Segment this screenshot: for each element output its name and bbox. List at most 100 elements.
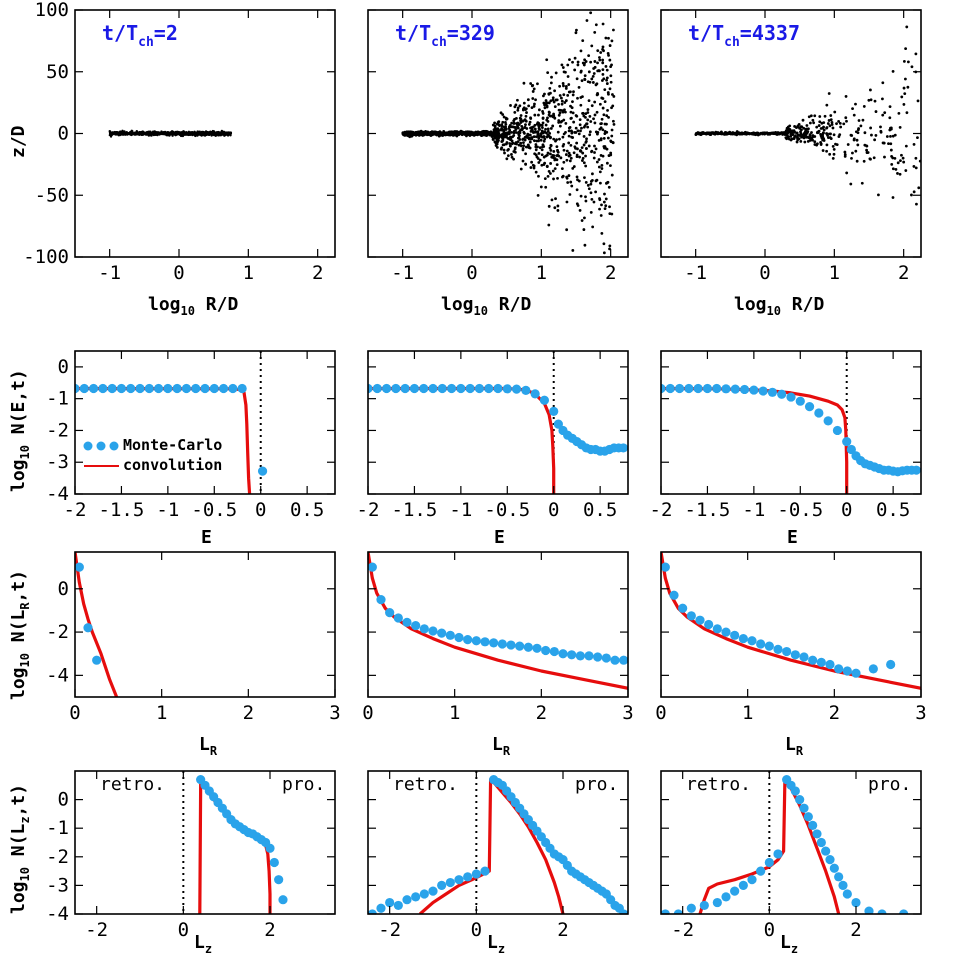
scatter-point [491,138,495,141]
scatter-point [557,103,560,106]
y-tick-label: -100 [23,246,69,268]
y-tick-label: 0 [58,578,69,600]
monte-carlo-point [669,590,679,600]
scatter-point [592,72,596,75]
monte-carlo-point [804,402,815,412]
scatter-point [501,138,505,142]
scatter-point [898,172,902,176]
panel-frame [74,350,336,495]
scatter-point [544,127,547,131]
scatter-point [212,133,216,137]
scatter-point [505,141,509,144]
panel-r0-c2: -1 0 1 2 [660,9,922,284]
scatter-point [590,104,594,108]
scatter-point [456,132,459,136]
monte-carlo-point [816,837,826,848]
scatter-point [837,119,841,123]
scatter-point [556,148,559,152]
scatter-point [787,137,791,141]
scatter-point [545,135,549,139]
scatter-point [580,146,584,150]
scatter-point [574,126,578,130]
scatter-point [813,114,817,118]
monte-carlo-point [747,875,757,885]
scatter-point [576,96,579,100]
panel-r3-c2: -2 0 2 [660,770,922,941]
scatter-point [825,149,829,153]
monte-carlo-point [402,895,412,905]
scatter-point [534,148,538,152]
scatter-point [844,95,848,98]
row2-xlabel-1: LR [199,734,218,758]
scatter-point [448,132,452,136]
scatter-point [868,157,872,161]
scatter-point [821,149,825,152]
scatter-point [541,126,544,130]
scatter-point [832,152,836,156]
monte-carlo-point [767,387,778,397]
scatter-point [115,131,118,134]
scatter-point [524,108,527,111]
scatter-point [852,113,856,117]
monte-carlo-point [699,900,709,911]
scatter-point [833,110,837,114]
scatter-point [571,60,574,64]
y-tick-label: -1 [46,817,69,839]
scatter-point [585,137,588,141]
scatter-point [192,132,196,135]
scatter-point [502,143,506,147]
scatter-point [808,121,812,125]
scatter-point [533,123,537,127]
scatter-point [896,161,900,165]
monte-carlo-point [773,849,783,859]
scatter-point [604,36,608,40]
scatter-point [517,136,520,140]
scatter-point [531,90,535,93]
x-tick-label: -1.5 [99,499,145,521]
scatter-point [532,87,536,91]
scatter-point [828,152,832,156]
panel-frame [367,551,629,698]
scatter-point [569,144,573,147]
scatter-point [542,101,546,105]
scatter-point [121,132,124,136]
scatter-point [532,166,536,170]
scatter-point [125,132,128,135]
scatter-point [830,123,834,126]
monte-carlo-point [400,383,410,394]
scatter-point [549,81,553,85]
scatter-point [873,138,877,142]
scatter-point [808,134,812,138]
monte-carlo-point [693,383,703,394]
scatter-point [503,151,506,155]
scatter-point [819,133,823,136]
monte-carlo-point [480,637,490,647]
scatter-point [799,130,802,134]
scatter-point [602,77,606,81]
monte-carlo-point [144,383,154,394]
scatter-point [552,177,555,181]
scatter-point [197,132,200,135]
x-tick-label: -1 [742,499,765,521]
scatter-point [515,122,519,125]
monte-carlo-point [684,383,694,394]
monte-carlo-point [83,623,93,633]
scatter-point [523,126,527,130]
scatter-point [842,122,846,126]
scatter-point [861,118,865,122]
legend-mc-dot-2 [96,441,106,451]
panel-frame [74,551,336,698]
scatter-point [561,174,565,178]
scatter-point [142,132,145,136]
scatter-point [574,131,578,134]
y-tick-label: -4 [46,664,69,686]
x-tick-label: 0 [178,919,189,941]
monte-carlo-point [456,383,466,394]
monte-carlo-point [686,611,696,621]
x-tick-label: 0 [466,262,477,284]
scatter-point [583,176,586,180]
x-tick-label: -1 [684,262,707,284]
scatter-point [538,128,541,131]
scatter-point [195,133,198,136]
retro-annotation-1: retro. [100,774,165,795]
